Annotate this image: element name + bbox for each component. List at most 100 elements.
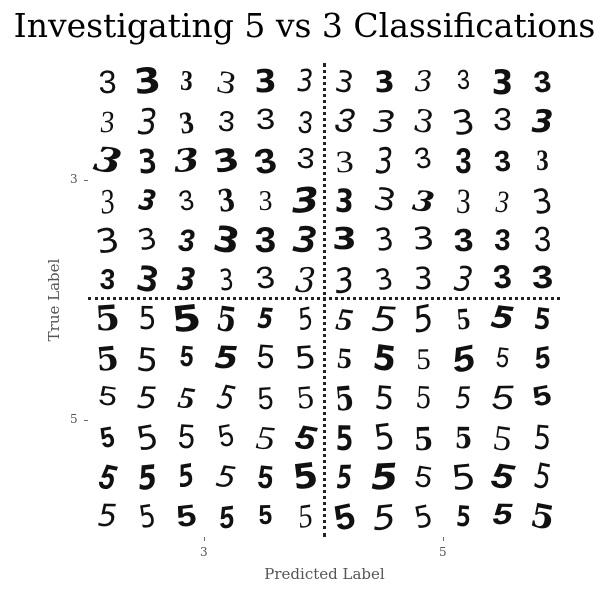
digit-image: 3 [374, 140, 394, 183]
x-tick-mark-5 [443, 537, 444, 541]
digit-image: 3 [253, 63, 278, 101]
digit-image: 5 [289, 455, 320, 499]
digit-image: 3 [331, 222, 358, 258]
digit-image: 3 [176, 260, 197, 299]
digit-image: 5 [409, 297, 438, 342]
digit-image: 5 [531, 301, 553, 337]
digit-image: 5 [490, 416, 515, 459]
digit-image: 3 [530, 103, 554, 140]
digit-image: 5 [333, 378, 356, 419]
digit-image: 5 [491, 498, 514, 534]
digit-image: 5 [454, 420, 472, 455]
digit-image: 3 [209, 217, 243, 263]
digit-image: 5 [295, 497, 315, 536]
digit-image: 3 [455, 64, 471, 99]
x-axis-label: Predicted Label [264, 565, 385, 583]
digit-image: 5 [94, 337, 121, 379]
vertical-separator [323, 63, 326, 537]
digit-image: 5 [132, 417, 161, 459]
y-tick-label-3: 3 [70, 172, 78, 186]
digit-image: 5 [531, 340, 553, 376]
digit-image: 5 [293, 300, 316, 337]
digit-image: 5 [254, 337, 277, 380]
digit-image: 5 [176, 416, 197, 459]
digit-image: 5 [213, 297, 239, 340]
digit-image: 5 [454, 301, 472, 337]
digit-image: 5 [416, 341, 431, 376]
digit-image: 5 [454, 499, 472, 534]
digit-image: 3 [411, 141, 436, 180]
digit-image: 3 [454, 140, 472, 181]
digit-image: 3 [334, 143, 355, 180]
digit-image: 5 [213, 340, 239, 377]
digit-image: 5 [493, 341, 512, 377]
digit-image: 5 [175, 458, 198, 496]
y-tick-mark-3 [84, 180, 88, 181]
x-tick-label-3: 3 [200, 545, 208, 559]
digit-image: 5 [214, 458, 238, 496]
digit-image: 3 [410, 182, 437, 219]
digit-image: 3 [90, 139, 125, 184]
digit-image: 5 [413, 418, 434, 458]
digit-image: 3 [334, 180, 355, 220]
digit-image: 3 [134, 221, 160, 258]
digit-image: 5 [411, 497, 436, 536]
digit-image: 5 [216, 498, 236, 536]
digit-image: 5 [531, 416, 553, 458]
digit-image: 5 [454, 380, 472, 416]
digit-image: 3 [495, 183, 510, 219]
digit-image: 3 [258, 184, 273, 217]
digit-image: 3 [331, 258, 358, 301]
digit-image: 3 [289, 180, 321, 222]
digit-image: 3 [451, 258, 475, 301]
digit-image: 5 [448, 336, 478, 381]
digit-image: 5 [294, 380, 316, 416]
digit-image: 5 [256, 458, 275, 497]
digit-image: 5 [213, 377, 239, 419]
digit-image: 3 [98, 64, 117, 101]
digit-image: 5 [256, 301, 275, 336]
digit-image: 3 [372, 220, 396, 260]
digit-image: 3 [529, 259, 555, 299]
digit-image: 5 [93, 298, 122, 341]
digit-image: 5 [371, 416, 397, 459]
digit-image: 3 [413, 261, 434, 297]
digit-image: 5 [257, 499, 274, 533]
digit-image: 5 [174, 498, 199, 534]
digit-image: 5 [135, 457, 159, 498]
digit-image: 5 [292, 339, 318, 377]
digit-image: 5 [488, 456, 517, 498]
y-axis-label: True Label [45, 258, 63, 342]
digit-image: 5 [526, 494, 558, 538]
digit-image: 3 [331, 100, 358, 144]
digit-image: 3 [491, 102, 514, 140]
digit-image: 3 [217, 261, 235, 297]
digit-image: 3 [136, 141, 158, 182]
digit-image: 3 [293, 259, 317, 300]
digit-image: 3 [372, 261, 396, 298]
digit-image: 3 [332, 63, 357, 101]
digit-image: 5 [489, 300, 517, 338]
digit-image: 3 [132, 258, 162, 302]
horizontal-separator [88, 297, 560, 300]
digit-image: 3 [449, 100, 477, 143]
digit-image: 5 [414, 380, 433, 416]
digit-image: 5 [372, 377, 396, 418]
digit-image: 5 [169, 297, 204, 342]
digit-image: 5 [256, 379, 275, 417]
digit-image: 3 [296, 64, 314, 100]
digit-image: 3 [131, 60, 163, 104]
digit-image: 3 [491, 259, 514, 300]
digit-image: 3 [532, 219, 552, 260]
digit-image: 5 [137, 300, 157, 337]
digit-image: 3 [216, 105, 236, 139]
digit-image: 3 [414, 65, 433, 99]
digit-image: 3 [99, 104, 116, 140]
digit-image: 5 [529, 456, 555, 499]
digit-image: 5 [528, 379, 555, 416]
digit-image: 5 [291, 417, 319, 458]
digit-image: 3 [215, 181, 237, 220]
figure-title: Investigating 5 vs 3 Classifications [13, 6, 596, 45]
digit-image: 5 [134, 339, 160, 379]
digit-image: 5 [335, 341, 354, 375]
